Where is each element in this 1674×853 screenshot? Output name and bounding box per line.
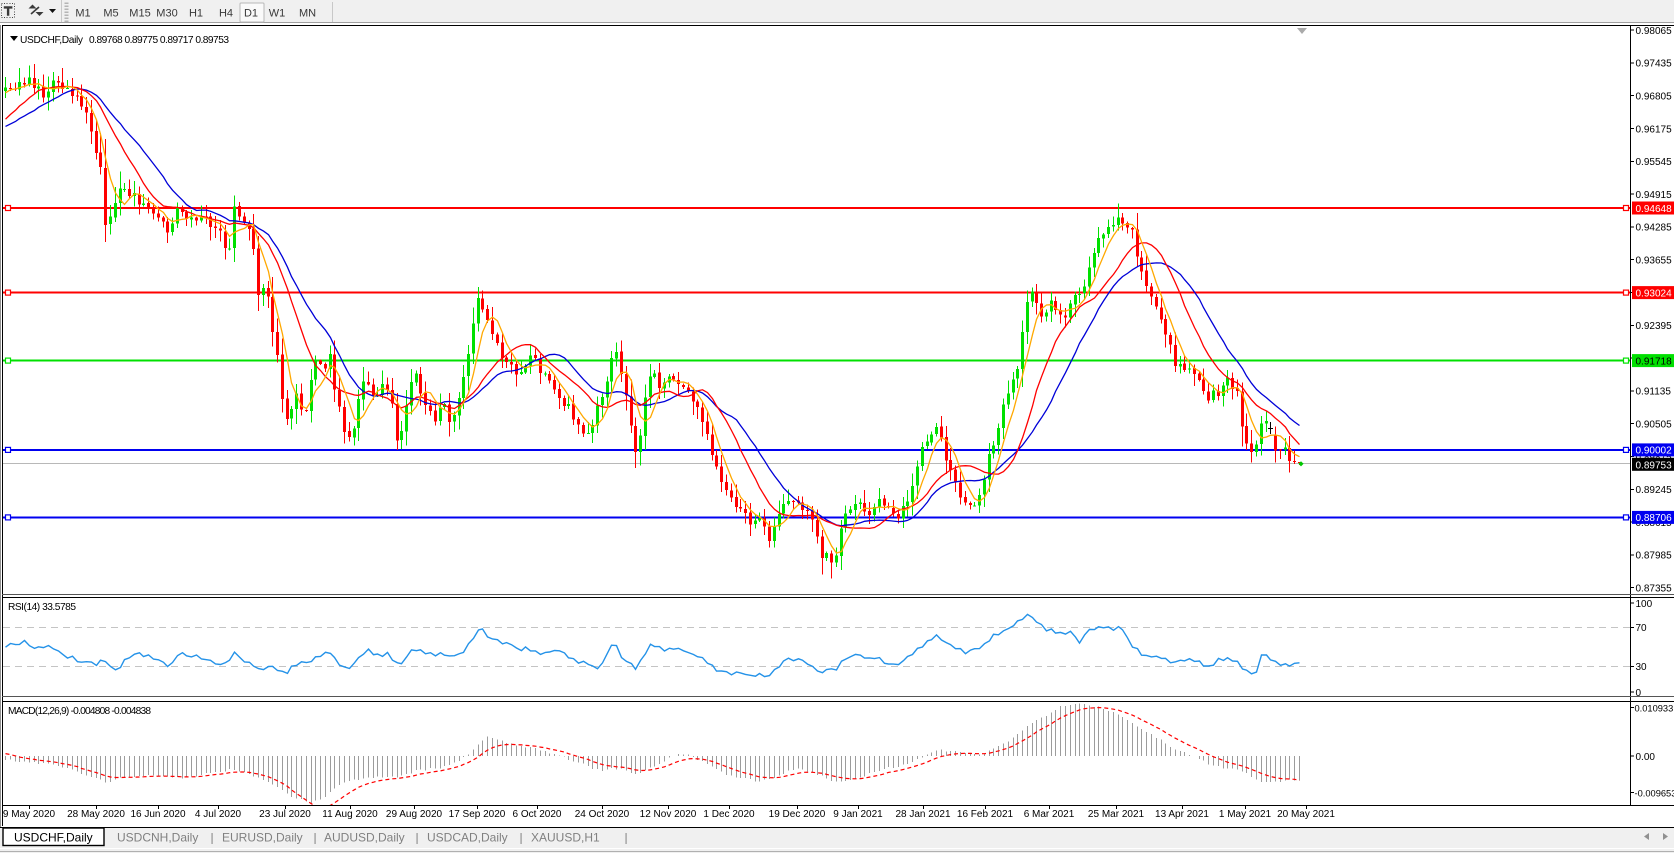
svg-text:0: 0 (1636, 688, 1642, 699)
svg-text:24 Oct 2020: 24 Oct 2020 (575, 809, 630, 820)
svg-text:M30: M30 (156, 8, 177, 20)
svg-text:USDCHF,Daily: USDCHF,Daily (14, 831, 93, 845)
svg-text:0.96805: 0.96805 (1636, 92, 1673, 103)
svg-text:16 Feb 2021: 16 Feb 2021 (957, 809, 1014, 820)
svg-text:|: | (520, 831, 523, 845)
svg-text:1 Dec 2020: 1 Dec 2020 (703, 809, 755, 820)
svg-text:0.93655: 0.93655 (1636, 256, 1673, 267)
svg-text:11 Aug 2020: 11 Aug 2020 (322, 809, 378, 820)
svg-text:0.90002: 0.90002 (1636, 446, 1673, 457)
svg-text:0.93024: 0.93024 (1636, 288, 1673, 299)
svg-text:29 Aug 2020: 29 Aug 2020 (386, 809, 443, 820)
svg-text:H4: H4 (219, 8, 233, 20)
svg-text:D1: D1 (244, 8, 258, 20)
svg-text:EURUSD,Daily: EURUSD,Daily (222, 831, 303, 845)
svg-text:0.92395: 0.92395 (1636, 321, 1673, 332)
svg-text:M15: M15 (129, 8, 150, 20)
svg-text:17 Sep 2020: 17 Sep 2020 (449, 809, 506, 820)
svg-text:12 Nov 2020: 12 Nov 2020 (640, 809, 697, 820)
svg-text:0.88706: 0.88706 (1636, 513, 1673, 524)
svg-text:9 Jan 2021: 9 Jan 2021 (833, 809, 883, 820)
svg-text:|: | (314, 831, 317, 845)
svg-text:4 Jul 2020: 4 Jul 2020 (195, 809, 242, 820)
svg-text:0.010933: 0.010933 (1635, 703, 1674, 713)
svg-text:0.89753: 0.89753 (1636, 461, 1673, 472)
svg-text:0.97435: 0.97435 (1636, 59, 1673, 70)
svg-text:|: | (416, 831, 419, 845)
svg-text:6 Mar 2021: 6 Mar 2021 (1024, 809, 1075, 820)
svg-text:70: 70 (1636, 623, 1648, 634)
svg-text:0.90505: 0.90505 (1636, 420, 1673, 431)
svg-text:0.94648: 0.94648 (1636, 204, 1673, 215)
svg-text:MACD(12,26,9) -0.004808 -0.004: MACD(12,26,9) -0.004808 -0.004838 (8, 706, 151, 717)
svg-text:USDCNH,Daily: USDCNH,Daily (117, 831, 198, 845)
svg-text:0.91718: 0.91718 (1636, 356, 1673, 367)
svg-text:20 May 2021: 20 May 2021 (1277, 809, 1335, 820)
svg-text:MN: MN (299, 8, 316, 20)
svg-text:0.91135: 0.91135 (1636, 387, 1672, 398)
svg-text:1 May 2021: 1 May 2021 (1219, 809, 1272, 820)
svg-text:19 Dec 2020: 19 Dec 2020 (769, 809, 826, 820)
svg-text:100: 100 (1636, 599, 1653, 610)
svg-text:28 May 2020: 28 May 2020 (67, 809, 125, 820)
svg-text:USDCHF,Daily: USDCHF,Daily (20, 35, 84, 46)
svg-text:USDCAD,Daily: USDCAD,Daily (427, 831, 508, 845)
svg-text:0.89768 0.89775 0.89717 0.8975: 0.89768 0.89775 0.89717 0.89753 (89, 35, 229, 46)
svg-text:RSI(14) 33.5785: RSI(14) 33.5785 (8, 602, 76, 613)
svg-text:M5: M5 (103, 8, 118, 20)
svg-text:25 Mar 2021: 25 Mar 2021 (1088, 809, 1145, 820)
svg-text:XAUUSD,H1: XAUUSD,H1 (531, 831, 600, 845)
svg-text:28 Jan 2021: 28 Jan 2021 (895, 809, 950, 820)
svg-text:16 Jun 2020: 16 Jun 2020 (130, 809, 185, 820)
svg-text:0.89245: 0.89245 (1636, 485, 1673, 496)
svg-text:M1: M1 (75, 8, 90, 20)
svg-text:23 Jul 2020: 23 Jul 2020 (259, 809, 311, 820)
svg-text:0.87985: 0.87985 (1636, 551, 1673, 562)
svg-text:0.87355: 0.87355 (1636, 584, 1673, 595)
svg-text:0.96175: 0.96175 (1636, 124, 1673, 135)
svg-text:W1: W1 (269, 8, 286, 20)
svg-text:H1: H1 (189, 8, 203, 20)
svg-text:30: 30 (1636, 662, 1648, 673)
svg-text:|: | (625, 831, 628, 845)
svg-text:-0.009653: -0.009653 (1635, 788, 1674, 798)
svg-text:|: | (211, 831, 214, 845)
svg-text:0.95545: 0.95545 (1636, 157, 1673, 168)
svg-text:0.94285: 0.94285 (1636, 223, 1673, 234)
svg-text:6 Oct 2020: 6 Oct 2020 (513, 809, 562, 820)
svg-text:13 Apr 2021: 13 Apr 2021 (1155, 809, 1209, 820)
svg-text:AUDUSD,Daily: AUDUSD,Daily (324, 831, 405, 845)
svg-text:0.94915: 0.94915 (1636, 190, 1673, 201)
svg-text:0.98065: 0.98065 (1636, 26, 1673, 37)
svg-text:9 May 2020: 9 May 2020 (3, 809, 56, 820)
svg-text:0.00: 0.00 (1636, 752, 1656, 763)
